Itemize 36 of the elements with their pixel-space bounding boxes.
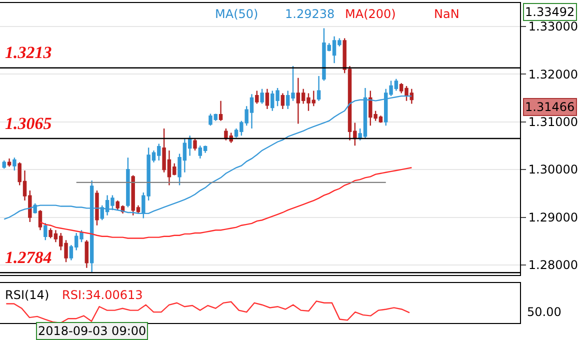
chart-title: RSI(14)	[5, 288, 50, 302]
text: 50.00	[527, 305, 562, 319]
annotation: MA(200)	[345, 7, 396, 21]
candlestick	[265, 88, 270, 110]
y-tick-label: 1.30000	[528, 162, 578, 177]
text: 1.33492	[525, 5, 575, 19]
text: 1.31466	[525, 100, 575, 114]
candlestick	[126, 157, 130, 208]
candlestick	[316, 75, 321, 102]
text: NaN	[434, 7, 460, 21]
annotation: 1.29238	[285, 7, 335, 21]
candlestick	[2, 160, 6, 170]
candlestick	[193, 138, 197, 152]
candlestick	[7, 158, 12, 168]
annotation: MA(50)	[215, 7, 258, 21]
candlestick	[218, 100, 223, 122]
candlestick	[84, 240, 89, 268]
y-tick-label: 1.29000	[528, 210, 578, 224]
y-tick-label: 1.33000	[528, 20, 578, 34]
ref-line-label: 1.3065	[5, 114, 52, 133]
candlestick	[33, 202, 37, 214]
candlestick	[280, 92, 285, 110]
y-tick-label: 1.28000	[528, 258, 578, 272]
text: 2018-09-03 09:00	[38, 324, 146, 338]
candlestick	[38, 210, 42, 231]
candlestick	[12, 157, 16, 172]
y-tick-label: 1.32000	[528, 67, 578, 82]
ref-line-label: 1.2784	[5, 248, 52, 267]
ref-line-label: 1.3213	[5, 43, 52, 62]
y-tick-label: 1.31000	[528, 115, 578, 130]
candlestick	[44, 222, 48, 241]
line-series	[40, 167, 412, 239]
candlestick	[95, 190, 99, 226]
candlestick	[260, 88, 264, 104]
candlestick	[255, 90, 259, 104]
annotation: RSI:34.00613	[62, 288, 143, 302]
